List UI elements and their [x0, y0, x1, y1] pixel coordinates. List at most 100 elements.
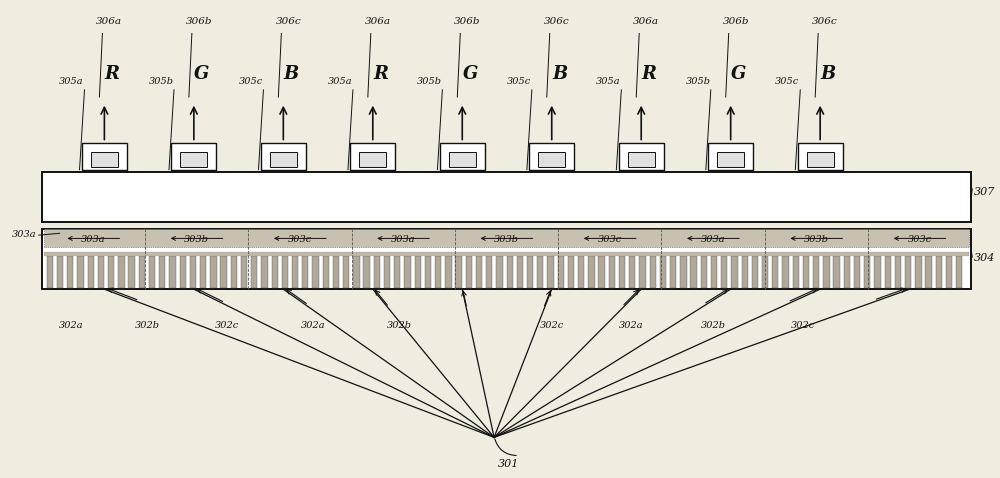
Bar	[261, 143, 306, 170]
Bar	[578, 256, 584, 288]
Bar	[619, 256, 625, 288]
Bar	[823, 256, 830, 288]
Bar	[47, 256, 53, 288]
Bar	[915, 256, 922, 288]
Text: 305a: 305a	[596, 77, 621, 86]
Text: 302a: 302a	[619, 322, 644, 330]
Bar	[717, 152, 744, 167]
Text: 306b: 306b	[186, 17, 212, 26]
Bar	[895, 256, 901, 288]
Bar	[568, 256, 574, 288]
Bar	[629, 256, 635, 288]
Bar	[628, 152, 655, 167]
Bar	[537, 256, 543, 288]
Bar	[241, 256, 247, 288]
Text: 306c: 306c	[275, 17, 301, 26]
Bar	[128, 256, 135, 288]
Text: 305c: 305c	[238, 77, 263, 86]
Bar	[415, 256, 421, 288]
Bar	[670, 256, 676, 288]
Bar	[190, 256, 196, 288]
Bar	[538, 152, 565, 167]
Bar	[782, 256, 789, 288]
Bar	[660, 256, 666, 288]
Text: 302a: 302a	[301, 322, 325, 330]
Bar	[547, 256, 554, 288]
Bar	[323, 256, 329, 288]
Bar	[180, 256, 186, 288]
Bar	[445, 256, 452, 288]
Bar	[598, 256, 605, 288]
Text: 305b: 305b	[149, 77, 174, 86]
Bar	[762, 256, 768, 288]
Text: 305a: 305a	[328, 77, 352, 86]
Text: 303b: 303b	[804, 235, 829, 243]
Bar	[864, 256, 870, 288]
Text: 303c: 303c	[907, 235, 932, 243]
Bar	[772, 256, 778, 288]
Text: 303b: 303b	[494, 235, 519, 243]
Bar	[466, 256, 472, 288]
Bar	[159, 256, 165, 288]
Bar	[231, 256, 237, 288]
Bar	[210, 256, 217, 288]
Bar	[619, 143, 664, 170]
Text: 302b: 302b	[387, 322, 412, 330]
Bar	[905, 256, 911, 288]
Bar	[721, 256, 727, 288]
Bar	[302, 256, 308, 288]
Bar	[708, 143, 753, 170]
Text: 303a: 303a	[12, 230, 37, 239]
Bar	[292, 256, 298, 288]
Bar	[91, 152, 118, 167]
Text: B: B	[284, 65, 299, 83]
Bar	[353, 256, 360, 288]
Bar	[272, 256, 278, 288]
Bar	[394, 256, 400, 288]
Bar	[455, 256, 462, 288]
Bar	[517, 256, 523, 288]
Text: R: R	[105, 65, 120, 83]
Bar	[885, 256, 891, 288]
Text: 306c: 306c	[812, 17, 838, 26]
Bar	[359, 152, 386, 167]
Text: 305b: 305b	[685, 77, 710, 86]
Bar	[44, 229, 969, 248]
Bar	[139, 256, 145, 288]
Bar	[82, 143, 127, 170]
Bar	[118, 256, 125, 288]
Text: 306a: 306a	[96, 17, 122, 26]
Bar	[270, 152, 297, 167]
Bar	[496, 256, 503, 288]
Bar	[42, 172, 971, 222]
Text: G: G	[731, 65, 746, 83]
Text: 306a: 306a	[633, 17, 659, 26]
Bar	[282, 256, 288, 288]
Bar	[639, 256, 646, 288]
Text: R: R	[642, 65, 657, 83]
Text: 302c: 302c	[791, 322, 815, 330]
Bar	[529, 143, 574, 170]
Bar	[67, 256, 73, 288]
Bar	[558, 256, 564, 288]
Bar	[925, 256, 932, 288]
Bar	[803, 256, 809, 288]
Text: B: B	[552, 65, 567, 83]
Bar	[946, 256, 952, 288]
Text: 305c: 305c	[775, 77, 799, 86]
Bar	[833, 256, 840, 288]
Bar	[169, 256, 176, 288]
Text: 302c: 302c	[540, 322, 564, 330]
Bar	[404, 256, 411, 288]
Bar	[874, 256, 881, 288]
Text: 306c: 306c	[544, 17, 570, 26]
Bar	[44, 252, 969, 256]
Bar	[793, 256, 799, 288]
Text: 306b: 306b	[454, 17, 480, 26]
Bar	[88, 256, 94, 288]
Text: 306b: 306b	[722, 17, 749, 26]
Bar	[752, 256, 758, 288]
Text: 302b: 302b	[135, 322, 160, 330]
Bar	[440, 143, 485, 170]
Bar	[609, 256, 615, 288]
